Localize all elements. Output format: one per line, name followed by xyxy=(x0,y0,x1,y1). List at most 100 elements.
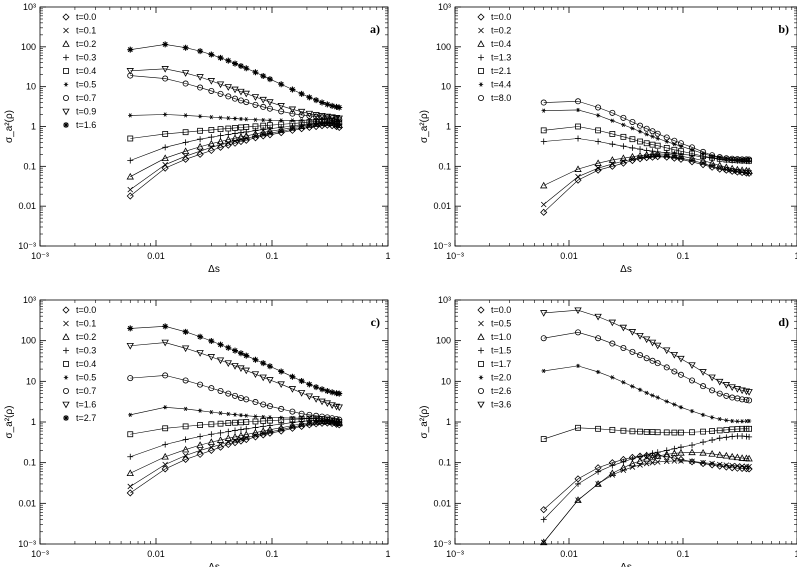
data-point xyxy=(277,103,285,110)
data-point xyxy=(621,380,626,385)
x-tick-label: 1 xyxy=(385,549,390,559)
data-point xyxy=(251,428,260,436)
legend-marker xyxy=(63,361,69,367)
data-point xyxy=(127,135,134,142)
data-point xyxy=(689,377,696,384)
data-point xyxy=(306,112,313,119)
data-point xyxy=(217,90,224,97)
series-square xyxy=(540,424,752,442)
data-point xyxy=(700,439,707,446)
data-point xyxy=(746,156,753,163)
data-point xyxy=(743,396,750,403)
data-point xyxy=(207,438,216,445)
x-axis-title: Δs xyxy=(208,264,220,275)
legend-label: t=8.0 xyxy=(491,93,511,103)
data-point xyxy=(196,441,204,448)
data-point xyxy=(251,130,260,137)
data-point xyxy=(637,138,643,145)
legend-label: t=0.9 xyxy=(76,107,96,117)
data-point xyxy=(297,122,306,129)
data-point xyxy=(540,138,547,145)
data-point xyxy=(540,538,548,546)
data-point xyxy=(575,329,582,336)
legend-label: t=0.2 xyxy=(76,39,96,49)
data-point xyxy=(127,72,134,79)
data-point xyxy=(671,137,678,144)
legend-label: t=3.6 xyxy=(491,400,511,410)
data-point xyxy=(629,428,636,435)
data-point xyxy=(161,154,169,162)
y-tick-label: 100 xyxy=(21,336,36,346)
data-point xyxy=(643,125,650,132)
data-point xyxy=(745,465,753,473)
data-point xyxy=(670,151,679,159)
data-point xyxy=(648,451,657,460)
data-point xyxy=(637,146,644,153)
data-point xyxy=(260,122,267,129)
data-point xyxy=(162,75,169,82)
data-point xyxy=(313,117,319,122)
panel-4: 10⁻³ 0.01 0.1 1 10⁻³ 0.01 0.1 1 10 100 10³ Δs σ_a²(ρ… xyxy=(419,295,797,567)
data-point xyxy=(289,419,296,426)
data-point xyxy=(216,81,225,89)
data-point xyxy=(717,416,722,422)
data-point xyxy=(237,437,245,445)
data-point xyxy=(746,418,752,424)
x-tick-label: 1 xyxy=(794,549,797,559)
data-point xyxy=(610,118,615,123)
data-point xyxy=(637,387,643,392)
data-point xyxy=(595,127,602,134)
data-point xyxy=(217,429,224,436)
data-point xyxy=(237,133,245,140)
data-point xyxy=(243,128,250,135)
data-point xyxy=(610,375,615,380)
data-point-core xyxy=(291,375,294,378)
data-point xyxy=(637,129,643,134)
data-point-core xyxy=(300,92,303,96)
data-point xyxy=(318,119,326,127)
data-point xyxy=(312,396,320,403)
x-tick-label: 0.1 xyxy=(677,251,690,261)
data-point xyxy=(252,101,259,108)
data-point xyxy=(672,402,677,407)
legend-label: t=0.5 xyxy=(76,80,96,90)
data-point-core xyxy=(227,59,230,62)
y-tick-label: 10 xyxy=(441,82,451,92)
data-point xyxy=(643,355,650,362)
data-point xyxy=(162,461,168,468)
data-point xyxy=(197,447,203,454)
y-tick-label: 10⁻³ xyxy=(18,241,36,251)
data-point xyxy=(251,94,260,101)
data-point xyxy=(620,345,627,352)
data-point xyxy=(620,458,627,465)
data-point xyxy=(609,340,616,347)
data-point xyxy=(290,415,295,421)
data-point xyxy=(688,154,696,162)
y-tick-label: 10 xyxy=(26,82,36,92)
data-point xyxy=(323,113,332,121)
data-point xyxy=(323,119,332,126)
data-point xyxy=(709,437,716,444)
data-point xyxy=(739,156,746,163)
legend-label: t=2.1 xyxy=(491,66,511,76)
data-point xyxy=(232,427,239,434)
data-point xyxy=(643,460,650,467)
data-point xyxy=(266,105,273,112)
data-point xyxy=(723,392,730,399)
y-tick-label: 1 xyxy=(446,417,451,427)
data-point xyxy=(278,421,285,428)
data-point xyxy=(243,124,250,130)
data-point xyxy=(224,141,232,149)
data-point xyxy=(643,429,650,435)
data-point xyxy=(207,78,216,85)
data-point xyxy=(636,457,644,464)
data-point-core xyxy=(163,43,167,46)
y-axis-title: σ_a²(ρ) xyxy=(4,406,15,439)
data-point xyxy=(126,68,134,75)
data-point xyxy=(252,424,259,431)
legend-marker-core xyxy=(64,123,68,127)
data-point xyxy=(277,423,285,431)
y-axis-title: σ_a²(ρ) xyxy=(419,406,430,439)
data-point xyxy=(318,398,326,406)
data-point xyxy=(540,335,547,342)
